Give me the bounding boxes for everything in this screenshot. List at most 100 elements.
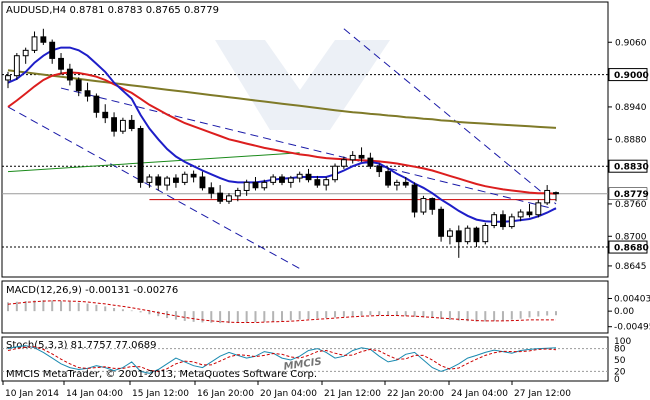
candle-body [314,179,321,186]
price-pane: AUDUSD,H4 0.8781 0.8783 0.8765 0.8779 0.… [1,1,649,278]
candle [385,167,391,188]
candle-body [243,181,250,191]
candle-body [261,181,268,189]
candle-body [217,192,224,202]
candle-body [22,49,29,57]
price-axis: 0.9060 0.8940 0.8880 0.8760 0.8700 0.8645 0.90… [608,38,649,272]
date-label: 14 Jan 04:00 [66,389,123,399]
level-label: 0.9000 [614,71,649,81]
candle [243,179,250,196]
candle-body [181,173,188,183]
candle [429,197,436,215]
candle [553,191,559,202]
candle [270,174,277,186]
candle [438,206,445,242]
candle [84,82,91,102]
candle-body [155,176,162,186]
candle [190,170,197,183]
candle [102,104,109,124]
candle-body [323,179,330,186]
candle [393,179,400,191]
candle-body [447,230,453,237]
stoch-pane-frame [1,336,609,382]
macd-tick-label: 0.00403 [614,294,650,304]
candle [473,226,480,248]
stoch-pane: Stoch(5,3,3) 81.7757 77.0689 1008050200 … [1,336,631,385]
candle [13,53,20,80]
candle [305,168,312,183]
candle-body [111,117,117,132]
candle [252,176,259,191]
candle-body [137,127,144,183]
candle [535,199,542,218]
candle-body [340,159,347,167]
green-trend-line [7,152,300,173]
candle [367,152,374,169]
candle-body [349,154,356,161]
candle [332,163,338,183]
candle [111,112,117,137]
candle-body [420,198,427,213]
candle [49,39,56,64]
price-tick-label: 0.8645 [615,262,647,272]
candle-body [102,111,109,119]
candle [208,182,215,199]
ma-slow-line [7,69,557,129]
candle-body [49,41,56,59]
candle-body [508,216,515,228]
candle-body [252,181,259,189]
candle [500,210,506,230]
stoch-tick-label: 20 [614,367,626,377]
candle [279,174,285,186]
price-tick-label: 0.8880 [615,135,647,145]
candle [447,228,453,245]
candle-body [376,165,383,173]
candle-body [279,176,285,183]
ma-mid-line [7,71,557,195]
candle-body [367,157,374,167]
channel-lower-line [7,106,300,270]
candle [146,174,153,188]
candle-body [429,198,436,210]
stoch-tick-label: 50 [614,356,626,366]
stoch-title: Stoch(5,3,3) 81.7757 77.0689 [6,340,157,351]
candle-body [517,211,524,218]
candle [119,117,126,134]
candle [464,225,471,245]
candle [93,93,100,118]
candle-body [385,171,391,186]
candle [411,182,418,218]
candle-body [482,224,489,243]
level-label-box [608,187,648,200]
candle-body [535,202,542,216]
macd-axis: 0.00403 0.00 -0.00495 [608,294,650,333]
candle-body [234,189,241,197]
candle-body [40,36,47,43]
candle [526,203,533,218]
price-title: AUDUSD,H4 0.8781 0.8783 0.8765 0.8779 [6,5,219,16]
macd-tick-label: -0.00495 [614,323,650,333]
macd-plot [7,300,557,324]
stoch-main-line [7,345,557,374]
candle-body [226,195,232,202]
price-tick-label: 0.8760 [615,200,647,210]
stoch-plot [2,345,608,374]
date-label: 22 Jan 20:00 [387,389,444,399]
diagonal-line [60,87,557,210]
candle-body [164,177,171,186]
candle [508,213,515,229]
candle-body [75,79,82,92]
price-plot [2,28,608,270]
price-tick-label: 0.8700 [615,232,647,242]
candle [75,77,82,97]
macd-pane: MACD(12,26,9) -0.00131 -0.00276 0.004030… [1,280,650,334]
candle [455,225,462,258]
watermark-text: MMCIS [283,356,322,372]
candle [217,185,224,204]
candle-body [208,187,215,194]
candle [544,185,551,206]
candle [155,174,162,191]
candle-body [296,173,303,179]
price-tick-label: 0.9060 [615,38,647,48]
